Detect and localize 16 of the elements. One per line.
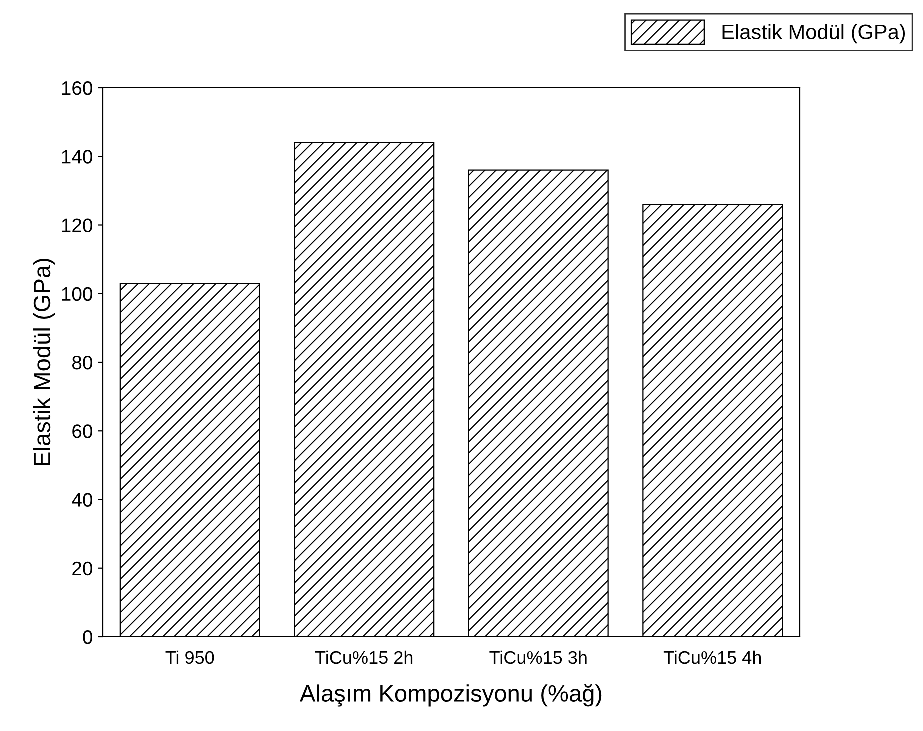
y-tick-label: 100 <box>62 287 93 302</box>
x-tick-label: TiCu%15 3h <box>490 650 587 664</box>
x-axis-title: Alaşım Kompozisyonu (%ağ) <box>300 684 602 707</box>
y-axis-title: Elastik Modül (GPa) <box>33 258 56 466</box>
y-tick-label: 120 <box>62 218 93 232</box>
y-tick-label: 40 <box>72 493 93 507</box>
y-tick-label: 60 <box>72 424 93 438</box>
x-tick-label: TiCu%15 2h <box>315 650 413 664</box>
x-tick-label: TiCu%15 4h <box>664 650 762 664</box>
legend-label: Elastik Modül (GPa) <box>722 24 906 44</box>
x-tick-label: Ti 950 <box>166 650 214 664</box>
y-tick-label: 20 <box>72 562 93 576</box>
y-tick-label: 160 <box>62 81 93 96</box>
y-tick-label: 80 <box>72 356 93 370</box>
y-tick-label: 140 <box>62 150 93 164</box>
y-tick-label: 0 <box>83 630 93 644</box>
